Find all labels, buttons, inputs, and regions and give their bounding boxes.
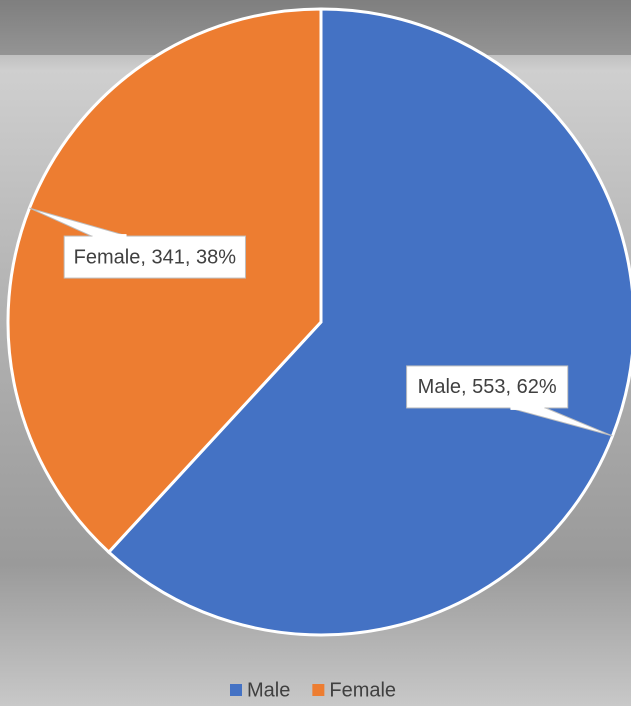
callout-joint <box>510 405 545 410</box>
data-label: Male, 553, 62% <box>418 376 557 398</box>
legend-swatch <box>312 684 325 696</box>
callout-joint <box>92 234 127 239</box>
legend-label: Male <box>247 679 290 701</box>
data-label-box <box>63 235 246 279</box>
legend-swatch <box>230 684 242 696</box>
data-label: Female, 341, 38% <box>74 246 237 268</box>
legend-label: Female <box>329 679 396 701</box>
data-label-box <box>406 365 569 409</box>
